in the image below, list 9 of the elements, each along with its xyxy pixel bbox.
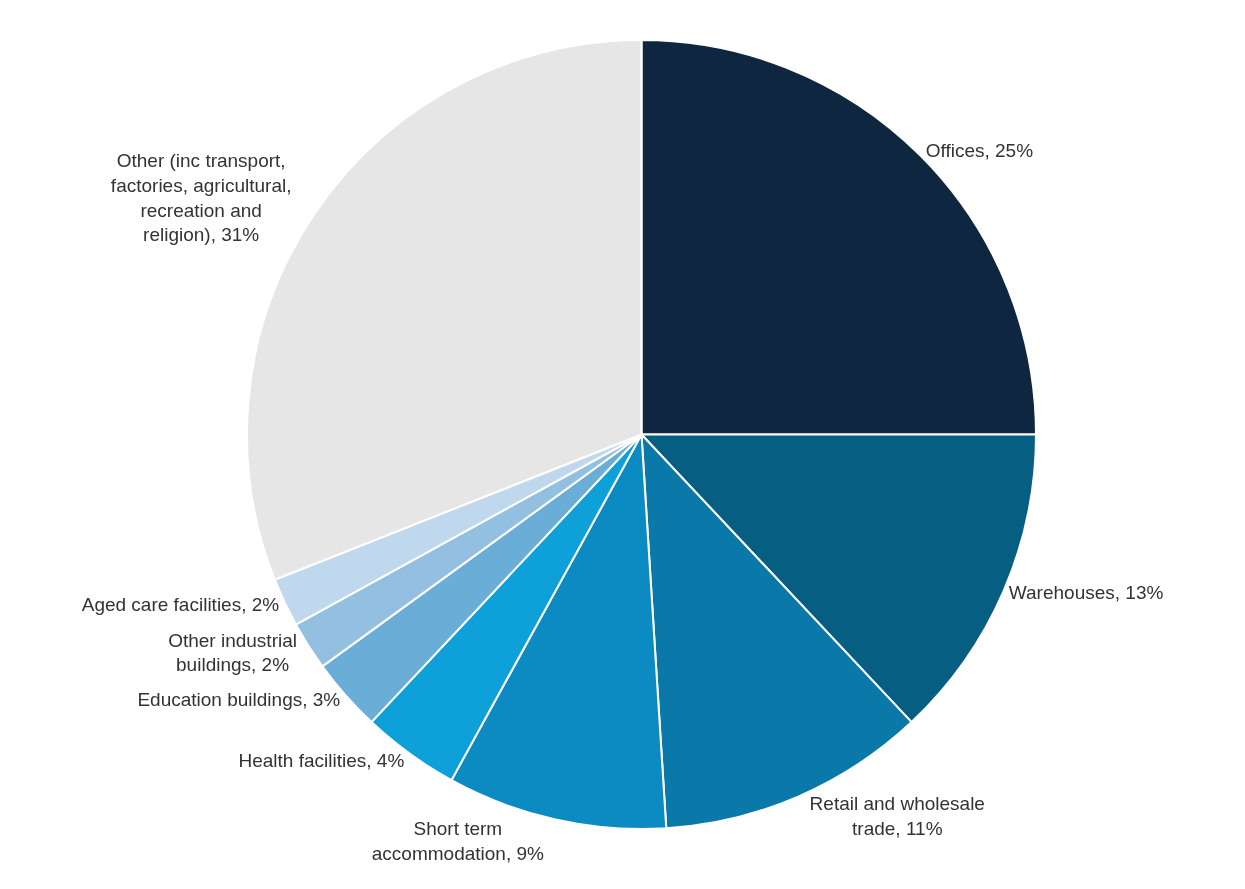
slice-label: Retail and wholesale trade, 11% <box>809 792 985 839</box>
slice-label: Short term accommodation, 9% <box>371 818 545 865</box>
slice-label: Other (inc transport, factories, agricultural, recreation and religion), 31% <box>110 150 292 246</box>
slice-label: Aged care facilities, 2% <box>81 593 280 615</box>
slice-label: Offices, 25% <box>925 139 1034 161</box>
slice-label: Education buildings, 3% <box>137 689 341 711</box>
slice-label: Warehouses, 13% <box>1008 582 1164 604</box>
slice-label: Other industrial buildings, 2% <box>168 629 297 676</box>
slice-label: Health facilities, 4% <box>238 750 405 772</box>
